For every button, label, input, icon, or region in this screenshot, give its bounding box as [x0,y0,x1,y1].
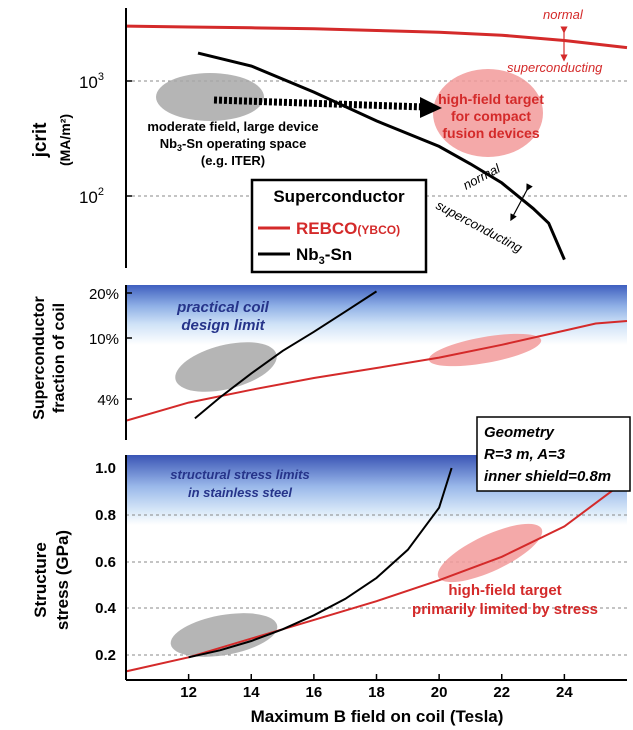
legend: Superconductor REBCO(YBCO) Nb3-Sn [250,178,428,274]
annotation-superconducting-top: superconducting [507,60,603,75]
target-label-line1: high-field target [438,91,544,107]
arrow-normal-sc-mid [510,183,533,222]
series-nb3sn-stress [188,467,453,659]
geometry-box: Geometry R=3 m, A=3 inner shield=0.8m [476,416,631,492]
design-limit-label-1: practical coil [176,299,270,316]
series-nb3sn-fraction [194,290,378,420]
stress-target-label-1: high-field target [448,582,561,599]
panel-stress: structural stress limits in stainless st… [31,416,631,726]
series-rebco-stress [125,478,628,673]
x-tick-label-20: 20 [431,684,448,701]
series-rebco-fraction [125,320,628,422]
target-label-line2: for compact [451,108,531,124]
y-axis-label-stress-2: stress (GPa) [53,530,72,630]
tick-label-0.6: 0.6 [95,554,116,571]
y-axis-label-fraction-1: Superconductor [31,296,48,420]
legend-label-nb3sn: Nb3-Sn [296,245,352,267]
stress-limit-label-2: in stainless steel [188,485,292,500]
y-axis-label-jcrit: jcrit [30,122,51,159]
y-axis-label-stress-1: Structure [31,542,50,618]
annotation-superconducting-mid: superconducting [434,197,526,255]
legend-title: Superconductor [273,187,405,206]
stress-limit-label-1: structural stress limits [170,467,309,482]
legend-label-rebco: REBCO(YBCO) [296,219,400,238]
series-rebco-jcrit [125,24,628,50]
series-nb3sn-jcrit [197,51,566,261]
target-region-ellipse [433,69,543,157]
x-axis-label: Maximum B field on coil (Tesla) [251,707,504,726]
legend-box [250,178,428,274]
x-tick-label-12: 12 [180,684,197,701]
annotation-normal-mid: normal [460,160,503,192]
x-tick-label-16: 16 [306,684,323,701]
target-region-ellipse-3 [437,523,543,583]
x-tick-label-24: 24 [556,684,573,701]
geometry-line2: inner shield=0.8m [484,468,611,485]
iter-label-line3: (e.g. ITER) [201,153,265,168]
trend-arrow [213,96,426,111]
tick-label-1.0: 1.0 [95,460,116,477]
tick-label-100: 102 [79,186,104,207]
geometry-line1: R=3 m, A=3 [484,446,566,463]
stress-target-label-2: primarily limited by stress [412,601,598,618]
geometry-box-frame [476,416,631,492]
tick-label-20: 20% [89,286,119,303]
y-axis-unit-jcrit: (MA/m²) [57,114,73,166]
tick-label-10: 10% [89,331,119,348]
iter-region-ellipse-2 [175,342,277,392]
annotation-normal-top: normal [543,7,584,22]
panel-jcrit: normal superconducting normal supercondu… [30,7,628,274]
design-limit-label-2: design limit [181,317,265,334]
trend-arrow-head [420,97,442,118]
target-label-line3: fusion devices [442,125,539,141]
tick-label-0.4: 0.4 [95,600,117,617]
x-tick-label-22: 22 [493,684,510,701]
x-tick-label-18: 18 [368,684,385,701]
x-tick-label-14: 14 [243,684,260,701]
tick-label-1000: 103 [79,71,104,92]
y-axis-label-fraction-2: fraction of coil [51,303,68,413]
iter-label-line2: Nb3-Sn operating space [160,136,307,153]
tick-label-4: 4% [97,392,119,409]
iter-region-ellipse-3 [170,613,278,657]
x-axis-ticks: 12 14 16 18 20 22 24 [180,674,573,701]
iter-region-ellipse [156,73,264,121]
panel-fraction: practical coil design limit 20% 10% 4% S… [31,285,628,440]
tick-label-0.8: 0.8 [95,507,116,524]
tick-label-0.2: 0.2 [95,647,116,664]
iter-label-line1: moderate field, large device [147,119,318,134]
geometry-title: Geometry [484,424,555,441]
